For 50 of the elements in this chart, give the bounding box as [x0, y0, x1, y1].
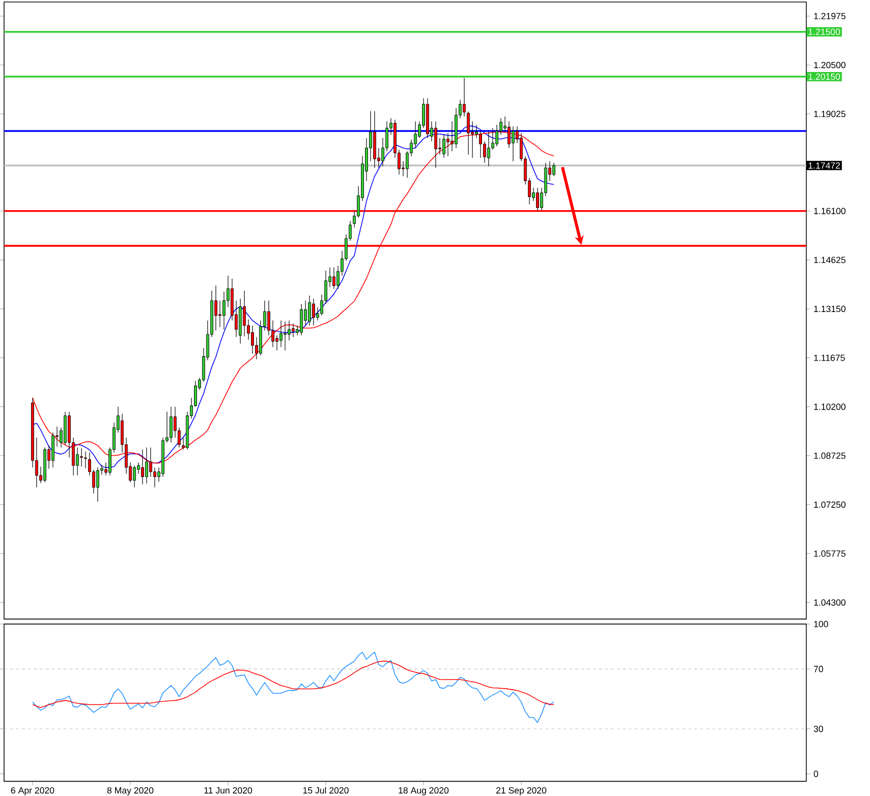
- x-tick-label: 18 Aug 2020: [398, 786, 449, 796]
- x-tick-label: 6 Apr 2020: [11, 786, 54, 796]
- candlestick: [170, 406, 173, 443]
- candlestick: [222, 291, 226, 330]
- candlestick: [512, 126, 515, 162]
- candlestick: [462, 77, 466, 117]
- y-tick-label: 1.14625: [814, 256, 846, 263]
- candlestick: [292, 322, 295, 338]
- candlestick: [145, 447, 148, 484]
- candlestick: [280, 320, 282, 348]
- candlestick: [284, 320, 287, 350]
- candlestick: [251, 324, 254, 354]
- y-tick-label: 1.13150: [814, 305, 846, 312]
- x-tick-label: 8 May 2020: [107, 786, 154, 796]
- candlestick: [487, 130, 490, 166]
- candlestick: [495, 124, 498, 146]
- ref-line-label: 1.21500: [808, 28, 840, 35]
- y-tick-label: 30: [814, 726, 824, 732]
- candlestick: [300, 303, 303, 336]
- candlestick: [442, 134, 446, 158]
- y-tick-label: 100: [814, 620, 828, 628]
- y-tick-label: 1.07250: [814, 501, 846, 508]
- x-tick-label: 21 Sep 2020: [496, 786, 546, 796]
- candlestick: [288, 320, 291, 340]
- y-tick-label: 1.05775: [814, 550, 846, 557]
- x-tick-label: 11 Jun 2020: [204, 786, 252, 794]
- y-tick-label: 0: [814, 770, 818, 777]
- candlestick: [332, 266, 336, 290]
- y-tick-label: 1.21975: [814, 12, 846, 20]
- candlestick: [242, 290, 246, 336]
- candlestick: [312, 298, 316, 326]
- ref-line-label: 1.17472: [808, 162, 840, 168]
- y-tick-label: 1.08725: [814, 452, 846, 459]
- y-tick-label: 1.16100: [814, 208, 846, 214]
- y-tick-label: 1.20500: [814, 62, 846, 68]
- candlestick: [80, 448, 83, 467]
- candlestick: [552, 162, 556, 176]
- y-tick-label: 1.04300: [814, 599, 846, 606]
- candlestick: [96, 466, 100, 502]
- y-tick-label: 1.19025: [814, 110, 846, 117]
- candlestick: [84, 451, 87, 468]
- candlestick: [218, 300, 222, 328]
- y-tick-label: 1.11675: [814, 354, 845, 361]
- candlestick: [308, 295, 311, 326]
- candlestick: [214, 285, 218, 331]
- y-tick-label: 1.10200: [814, 403, 846, 410]
- candlestick: [132, 464, 136, 488]
- y-tick-label: 70: [814, 666, 824, 672]
- x-tick-label: 15 Jul 2020: [303, 786, 349, 794]
- ref-line-label: 1.20150: [808, 73, 840, 80]
